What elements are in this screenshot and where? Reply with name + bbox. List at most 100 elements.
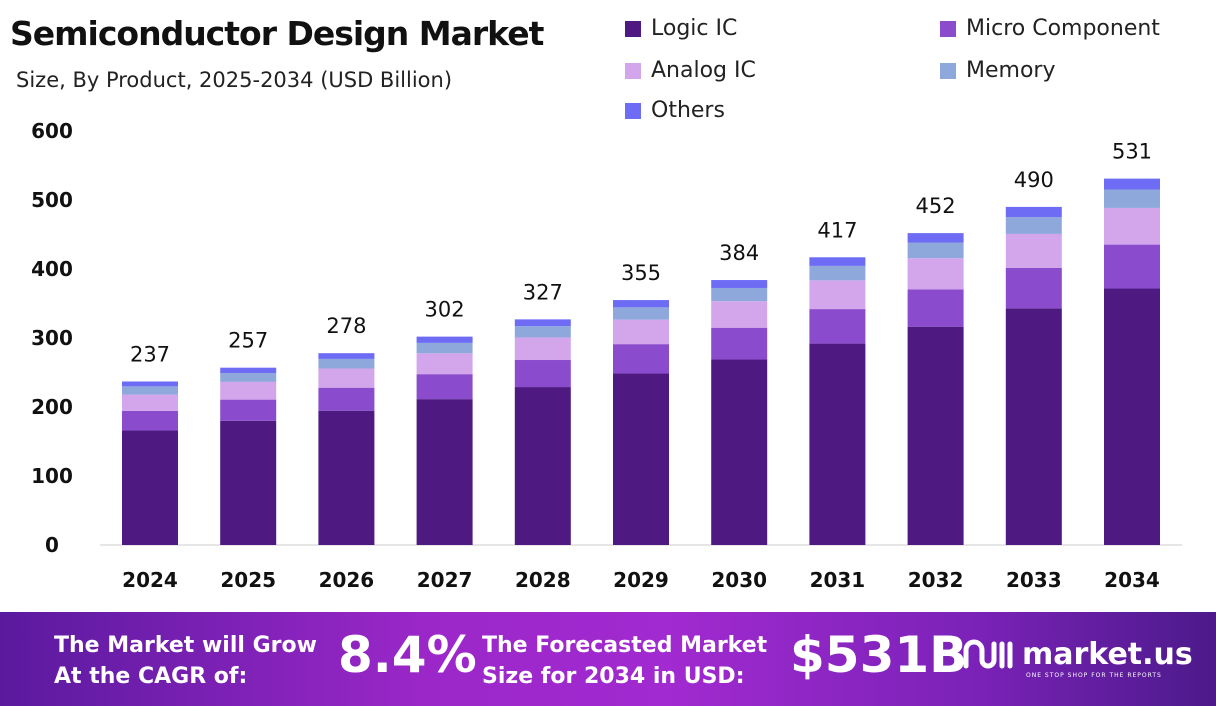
- legend-swatch: [625, 102, 641, 119]
- bar-segment: [416, 353, 473, 375]
- brand-name: market.us: [1022, 636, 1193, 672]
- data-label: 531: [1112, 140, 1152, 164]
- bar-segment: [809, 265, 866, 281]
- data-label: 355: [621, 261, 661, 285]
- bar-segment: [1104, 288, 1160, 545]
- legend-swatch: [940, 20, 956, 37]
- bar-segment: [1104, 189, 1160, 208]
- legend-label: Micro Component: [966, 16, 1160, 41]
- bar-segment: [122, 386, 178, 395]
- forecast-label: The Forecasted Market Size for 2034 in US…: [482, 630, 767, 692]
- bar-segment: [711, 287, 768, 302]
- data-label: 327: [523, 280, 563, 304]
- legend-label: Others: [651, 98, 725, 123]
- bar-segment: [711, 301, 768, 328]
- legend-item: Others: [625, 98, 725, 123]
- bar-segment: [318, 353, 375, 359]
- y-tick-label: 400: [31, 257, 73, 281]
- forecast-value: $531B: [790, 626, 968, 684]
- x-tick-label: 2025: [220, 568, 276, 592]
- bar-segment: [122, 410, 178, 431]
- y-tick-label: 500: [31, 188, 73, 212]
- y-tick-label: 300: [31, 326, 73, 350]
- bar-segment: [1005, 217, 1062, 234]
- data-label: 237: [130, 342, 170, 366]
- bar-segment: [122, 394, 178, 411]
- bar-segment: [416, 399, 473, 545]
- bar-segment: [907, 242, 964, 259]
- bar-segment: [122, 430, 178, 545]
- legend-item: Analog IC: [625, 58, 756, 83]
- bar-segment: [613, 319, 669, 345]
- bar-segment: [220, 372, 277, 382]
- bar-segment: [1005, 233, 1062, 268]
- brand-logo: market.us: [962, 636, 1193, 672]
- chart-title: Semiconductor Design Market: [10, 14, 544, 53]
- bar-segment: [514, 337, 571, 361]
- bar-segment: [613, 373, 669, 545]
- chart-plot: 0 100 200 300 400 500 600 237 2024 257 2025 278 2026…: [31, 119, 1182, 592]
- bar-segment: [220, 367, 277, 373]
- brand-tagline: ONE STOP SHOP FOR THE REPORTS: [1026, 672, 1162, 679]
- bar-segment: [416, 374, 473, 400]
- bar-segment: [1104, 207, 1160, 245]
- x-tick-label: 2031: [810, 568, 866, 592]
- x-tick-label: 2027: [417, 568, 473, 592]
- brand-logo-icon: [963, 639, 1013, 669]
- x-tick-label: 2028: [515, 568, 571, 592]
- y-tick-label: 100: [31, 464, 73, 488]
- bar-segment: [809, 257, 866, 266]
- bar-segment: [514, 319, 571, 327]
- data-label: 417: [817, 218, 857, 242]
- y-tick-label: 0: [45, 533, 59, 557]
- x-tick-label: 2033: [1006, 568, 1062, 592]
- legend-swatch: [940, 62, 956, 79]
- legend-label: Memory: [966, 58, 1056, 83]
- bar-segment: [907, 289, 964, 327]
- data-label: 452: [916, 194, 956, 218]
- legend-swatch: [625, 62, 641, 79]
- bar-segment: [1005, 267, 1062, 309]
- legend-item: Logic IC: [625, 16, 737, 41]
- bar-segment: [318, 387, 375, 411]
- bar-segment: [613, 300, 669, 308]
- legend-label: Analog IC: [651, 58, 756, 83]
- bar-segment: [220, 399, 277, 421]
- bar-segment: [1005, 206, 1062, 218]
- legend-swatch: [625, 20, 641, 37]
- bar-segment: [318, 358, 375, 369]
- cagr-label-line2: At the CAGR of:: [54, 664, 248, 689]
- bar-segment: [711, 280, 768, 288]
- bar-segment: [907, 326, 964, 545]
- legend-item: Memory: [940, 58, 1055, 83]
- bar-segment: [711, 327, 768, 360]
- data-label: 490: [1014, 168, 1054, 192]
- bar-segment: [907, 258, 964, 290]
- legend-label: Logic IC: [651, 16, 738, 41]
- forecast-label-line2: Size for 2034 in USD:: [482, 664, 745, 689]
- bar-segment: [1005, 308, 1062, 545]
- bar-segment: [809, 280, 866, 310]
- cagr-label-line1: The Market will Grow: [54, 633, 317, 658]
- data-label: 384: [719, 241, 759, 265]
- data-label: 257: [228, 329, 268, 353]
- bar-segment: [220, 420, 277, 545]
- bar-segment: [711, 359, 768, 545]
- bar-segment: [1104, 178, 1160, 190]
- chart-subtitle: Size, By Product, 2025-2034 (USD Billion…: [16, 68, 453, 92]
- footer-banner: The Market will Grow At the CAGR of: 8.4%…: [0, 612, 1216, 706]
- y-tick-label: 600: [31, 119, 73, 143]
- x-tick-label: 2034: [1104, 568, 1160, 592]
- cagr-label: The Market will Grow At the CAGR of:: [54, 630, 317, 692]
- bar-segment: [318, 410, 375, 545]
- bar-segment: [613, 344, 669, 374]
- bar-segment: [1104, 244, 1160, 289]
- x-tick-label: 2029: [613, 568, 669, 592]
- bar-segment: [514, 360, 571, 388]
- bar-segment: [416, 336, 473, 343]
- cagr-value: 8.4%: [338, 626, 477, 684]
- bar-segment: [514, 326, 571, 338]
- bar-segment: [613, 307, 669, 320]
- x-tick-label: 2030: [711, 568, 767, 592]
- data-label: 278: [326, 314, 366, 338]
